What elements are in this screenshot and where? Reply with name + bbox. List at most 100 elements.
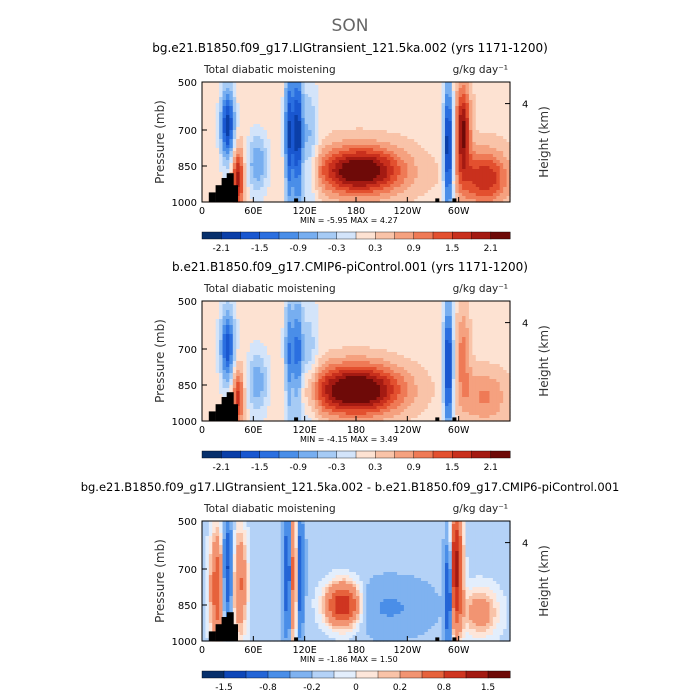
heatmap-cell bbox=[431, 196, 436, 200]
heatmap-cell bbox=[451, 103, 456, 107]
heatmap-cell bbox=[256, 343, 261, 347]
heatmap-cell bbox=[277, 310, 282, 314]
heatmap-cell bbox=[503, 103, 508, 107]
heatmap-cell bbox=[417, 169, 422, 173]
heatmap-cell bbox=[379, 100, 384, 104]
heatmap-cell bbox=[482, 124, 487, 128]
heatmap-cell bbox=[499, 337, 504, 341]
heatmap-cell bbox=[407, 310, 412, 314]
heatmap-cell bbox=[359, 157, 364, 161]
heatmap-cell bbox=[249, 337, 254, 341]
heatmap-cell bbox=[202, 115, 207, 119]
heatmap-cell bbox=[427, 301, 432, 305]
heatmap-cell bbox=[311, 163, 316, 167]
heatmap-cell bbox=[314, 178, 319, 182]
heatmap-cell bbox=[246, 193, 251, 197]
heatmap-cell bbox=[403, 331, 408, 335]
heatmap-cell bbox=[448, 124, 453, 128]
heatmap-cell bbox=[321, 127, 326, 131]
heatmap-cell bbox=[328, 196, 333, 200]
heatmap-cell bbox=[212, 337, 217, 341]
heatmap-cell bbox=[421, 184, 426, 188]
heatmap-cell bbox=[222, 133, 227, 137]
heatmap-cell bbox=[403, 343, 408, 347]
heatmap-cell bbox=[431, 340, 436, 344]
heatmap-cell bbox=[215, 94, 220, 98]
heatmap-cell bbox=[311, 121, 316, 125]
heatmap-cell bbox=[421, 172, 426, 176]
heatmap-cell bbox=[267, 133, 272, 137]
heatmap-cell bbox=[468, 307, 473, 311]
heatmap-cell bbox=[202, 148, 207, 152]
heatmap-cell bbox=[458, 196, 463, 200]
heatmap-cell bbox=[441, 151, 446, 155]
heatmap-cell bbox=[314, 94, 319, 98]
heatmap-cell bbox=[287, 340, 292, 344]
heatmap-cell bbox=[232, 163, 237, 167]
heatmap-cell bbox=[376, 163, 381, 167]
heatmap-cell bbox=[393, 124, 398, 128]
heatmap-cell bbox=[236, 337, 241, 341]
heatmap-cell bbox=[451, 106, 456, 110]
heatmap-cell bbox=[243, 184, 248, 188]
heatmap-cell bbox=[414, 331, 419, 335]
heatmap-cell bbox=[239, 136, 244, 140]
heatmap-cell bbox=[304, 181, 309, 185]
heatmap-cell bbox=[215, 160, 220, 164]
heatmap-cell bbox=[263, 106, 268, 110]
heatmap-cell bbox=[362, 334, 367, 338]
heatmap-cell bbox=[407, 85, 412, 89]
heatmap-cell bbox=[414, 148, 419, 152]
heatmap-cell bbox=[475, 325, 480, 329]
heatmap-cell bbox=[243, 325, 248, 329]
heatmap-cell bbox=[345, 85, 350, 89]
heatmap-cell bbox=[410, 163, 415, 167]
heatmap-cell bbox=[499, 307, 504, 311]
heatmap-cell bbox=[434, 133, 439, 137]
heatmap-cell bbox=[448, 334, 453, 338]
heatmap-cell bbox=[492, 142, 497, 146]
heatmap-cell bbox=[273, 103, 278, 107]
heatmap-cell bbox=[424, 340, 429, 344]
heatmap-cell bbox=[253, 106, 258, 110]
heatmap-cell bbox=[280, 334, 285, 338]
heatmap-cell bbox=[284, 91, 289, 95]
heatmap-cell bbox=[383, 331, 388, 335]
heatmap-cell bbox=[393, 85, 398, 89]
heatmap-cell bbox=[246, 166, 251, 170]
heatmap-cell bbox=[267, 337, 272, 341]
heatmap-cell bbox=[202, 178, 207, 182]
heatmap-cell bbox=[434, 100, 439, 104]
heatmap-cell bbox=[311, 316, 316, 320]
heatmap-cell bbox=[246, 181, 251, 185]
heatmap-cell bbox=[486, 337, 491, 341]
heatmap-cell bbox=[486, 187, 491, 191]
heatmap-cell bbox=[260, 169, 265, 173]
heatmap-cell bbox=[297, 187, 302, 191]
right-tick-label: 4 bbox=[522, 100, 528, 111]
heatmap-cell bbox=[503, 136, 508, 140]
heatmap-cell bbox=[270, 163, 275, 167]
heatmap-cell bbox=[314, 127, 319, 131]
heatmap-cell bbox=[338, 163, 343, 167]
heatmap-cell bbox=[417, 133, 422, 137]
heatmap-cell bbox=[263, 112, 268, 116]
heatmap-cell bbox=[451, 118, 456, 122]
heatmap-cell bbox=[356, 157, 361, 161]
heatmap-cell bbox=[280, 325, 285, 329]
heatmap-cell bbox=[441, 301, 446, 305]
heatmap-cell bbox=[239, 196, 244, 200]
heatmap-cell bbox=[458, 157, 463, 161]
heatmap-cell bbox=[383, 343, 388, 347]
heatmap-cell bbox=[366, 133, 371, 137]
heatmap-cell bbox=[311, 193, 316, 197]
heatmap-cell bbox=[352, 85, 357, 89]
heatmap-cell bbox=[438, 103, 443, 107]
heatmap-cell bbox=[499, 331, 504, 335]
heatmap-cell bbox=[393, 142, 398, 146]
heatmap-cell bbox=[294, 319, 299, 323]
heatmap-cell bbox=[314, 307, 319, 311]
heatmap-cell bbox=[356, 133, 361, 137]
heatmap-cell bbox=[349, 301, 354, 305]
heatmap-cell bbox=[451, 160, 456, 164]
